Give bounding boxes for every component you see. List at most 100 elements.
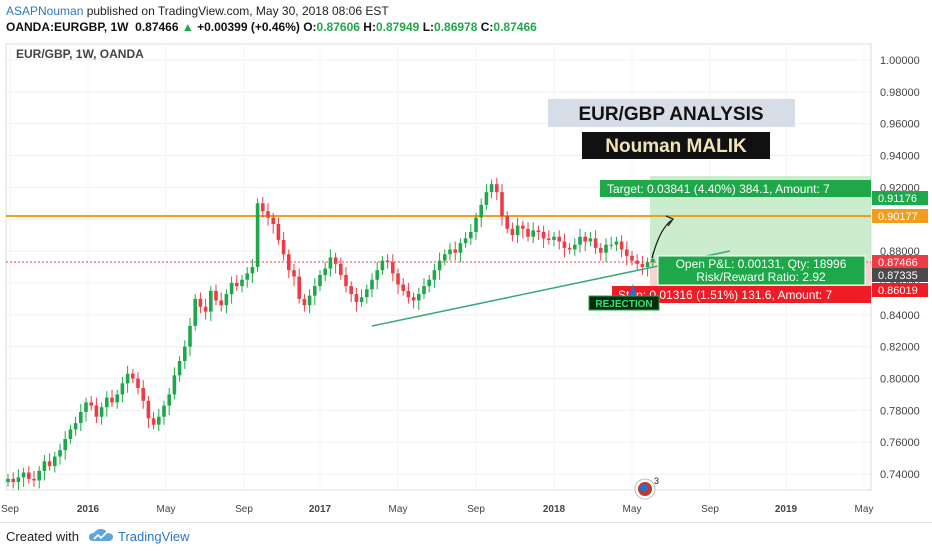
candle-body (209, 290, 213, 312)
candle-body (339, 263, 343, 275)
author-box[interactable]: Nouman MALIK (582, 132, 770, 159)
candle-body (479, 204, 483, 218)
candle-body (68, 429, 73, 440)
candle-body (630, 255, 634, 261)
symbol-interval: OANDA:EURGBP, 1W (6, 20, 129, 34)
author-box-bg (582, 132, 770, 159)
candle-body (276, 223, 281, 240)
candle-body (344, 274, 348, 287)
created-with-text: Created with (6, 529, 79, 544)
pnl-box-bg (657, 255, 866, 286)
projection-arrow (651, 219, 673, 259)
price-tag-bg (872, 268, 928, 282)
candle-body (323, 268, 327, 275)
candle-body (183, 346, 187, 361)
pnl-text: Open P&L: 0.00131, Qty: 18996 (676, 257, 847, 271)
ohlc-legend: OANDA:EURGBP, 1W 0.87466 ▲ +0.00399 (+0.… (6, 20, 537, 34)
candle-body (307, 295, 312, 306)
candle-body (453, 249, 457, 253)
candle-body (505, 216, 509, 229)
stop-label-box[interactable]: Stop: 0.01316 (1.51%) 131.6, Amount: 7 (612, 286, 871, 303)
candle-body (193, 298, 197, 326)
candle-body (333, 257, 338, 264)
candle-body (297, 276, 301, 299)
target-label-box[interactable]: Target: 0.03841 (4.40%) 384.1, Amount: 7 (600, 180, 871, 197)
candle-body (510, 228, 515, 236)
candle-body (640, 263, 645, 267)
candle-body (573, 244, 577, 250)
candle-body (37, 470, 41, 481)
candle-body (125, 373, 130, 384)
price-tag-bg (872, 191, 928, 205)
analysis-title-box[interactable]: EUR/GBP ANALYSIS (548, 99, 795, 127)
candle-body (375, 270, 379, 280)
price-tick-label: 0.82000 (880, 342, 920, 354)
position-pnl-box[interactable]: Open P&L: 0.00131, Qty: 18996 Risk/Rewar… (657, 255, 866, 286)
candle-body (73, 423, 78, 430)
tradingview-cloud-icon[interactable] (88, 527, 114, 545)
candle-body (287, 254, 291, 271)
candle-body (266, 211, 270, 218)
arrow-head-icon (665, 215, 674, 227)
price-tag-text: 0.86019 (878, 285, 918, 297)
price-change: +0.00399 (+0.46%) (197, 20, 300, 34)
candle-body (567, 247, 572, 250)
candle-body (411, 297, 416, 301)
candle-body (11, 478, 15, 483)
tradingview-brand-link[interactable]: TradingView (118, 529, 190, 544)
candle-body (422, 286, 426, 295)
candle-body (349, 286, 353, 295)
candle-body (588, 238, 593, 242)
candle-body (281, 239, 286, 255)
candle-body (313, 286, 317, 296)
candle-body (427, 279, 431, 287)
candle-body (406, 290, 411, 298)
candle-body (219, 300, 223, 306)
price-tick-label: 0.84000 (880, 310, 920, 322)
candle-body (84, 402, 88, 412)
candle-body (417, 294, 421, 301)
price-tick-label: 0.74000 (880, 469, 920, 481)
time-tick-label: 2018 (543, 504, 566, 515)
candle-body (578, 236, 582, 245)
time-tick-label: May (855, 504, 874, 515)
candle-body (432, 270, 437, 280)
price-tag-text: 0.90177 (878, 211, 918, 223)
candle-body (115, 394, 119, 403)
author-link[interactable]: ASAPNouman (6, 4, 84, 18)
triangle-up-icon: ▲ (181, 20, 194, 34)
candle-body (599, 247, 603, 253)
price-tag-bg (872, 283, 928, 297)
candle-body (94, 405, 99, 417)
candle-body (240, 279, 244, 287)
candle-body (443, 254, 447, 261)
candle-body (229, 282, 234, 295)
rejection-bg (588, 295, 660, 311)
candle-body (359, 297, 364, 303)
rejection-label: REJECTION (588, 295, 660, 311)
price-chart[interactable]: 1.000000.980000.960000.940000.920000.900… (0, 38, 932, 516)
symbol-label: EUR/GBP, 1W, OANDA (16, 47, 144, 61)
candle-body (474, 217, 478, 232)
time-axis[interactable]: Sep 2016 May Sep 2017 May Sep 2018 May Sep 2019 May (1, 504, 873, 515)
publish-header: ASAPNouman published on TradingView.com,… (0, 0, 932, 36)
price-tick-label: 0.88000 (880, 246, 920, 258)
candle-body (469, 231, 473, 239)
candle-body (292, 270, 296, 277)
candle-body (245, 273, 249, 280)
candle-body (172, 375, 177, 395)
price-tick-label: 0.80000 (880, 374, 920, 386)
candle-body (521, 225, 525, 229)
candle-body (162, 405, 166, 417)
candle-body (547, 238, 551, 240)
idea-badge[interactable]: 3 (634, 476, 659, 500)
candle-body (63, 439, 67, 451)
price-tag-bg (872, 255, 928, 269)
candle-body (380, 260, 385, 271)
stop-label-text: Stop: 0.01316 (1.51%) 131.6, Amount: 7 (618, 288, 832, 302)
candle-body (401, 284, 405, 291)
chart-area[interactable]: 1.000000.980000.960000.940000.920000.900… (0, 38, 932, 516)
price-tick-label: 1.00000 (880, 55, 920, 67)
risk-reward-text: Risk/Reward Ratio: 2.92 (696, 270, 826, 284)
candle-body (302, 298, 307, 306)
